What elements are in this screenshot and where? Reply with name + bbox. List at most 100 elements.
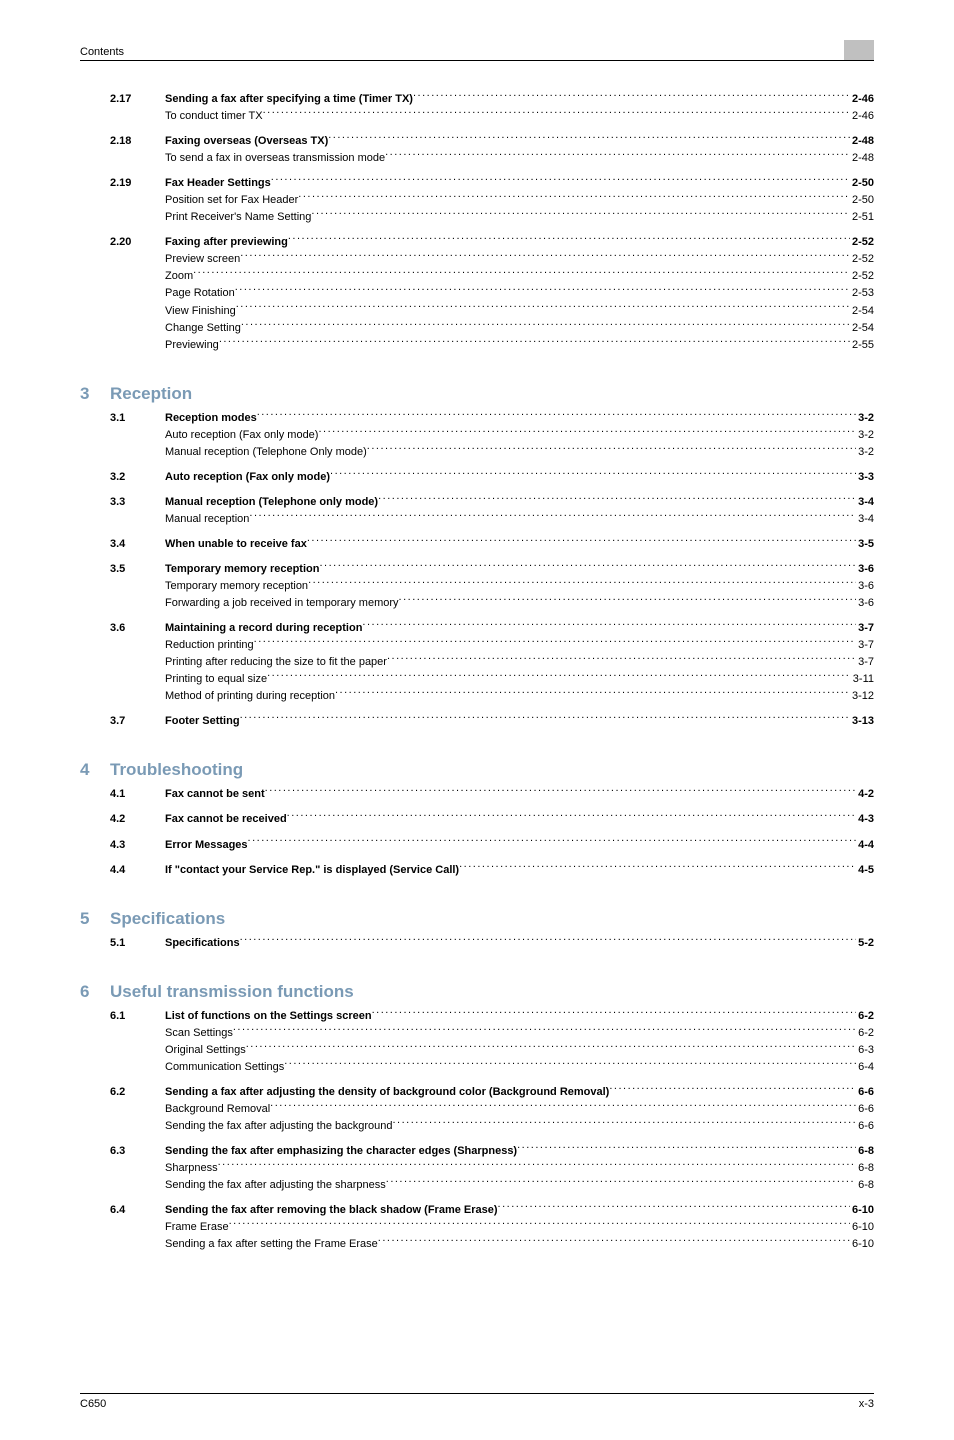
leader-dots [288, 234, 850, 245]
subsection-title: Position set for Fax Header [165, 192, 298, 209]
toc-section-row: 6.2Sending a fax after adjusting the den… [110, 1084, 874, 1101]
chapter-number: 6 [80, 982, 110, 1002]
subsection-page: 2-54 [850, 303, 874, 320]
section-title: Temporary memory reception [165, 561, 319, 578]
section-number: 5.1 [110, 935, 165, 952]
leader-dots [235, 285, 850, 296]
leader-dots [385, 150, 850, 161]
subsection-page: 6-4 [856, 1059, 874, 1076]
leader-dots [193, 268, 850, 279]
section-number: 6.2 [110, 1084, 165, 1101]
leader-dots [367, 444, 856, 455]
section-title: Faxing after previewing [165, 234, 288, 251]
toc-section-row: 4.2Fax cannot be received 4-3 [110, 811, 874, 828]
section-title: Auto reception (Fax only mode) [165, 469, 330, 486]
leader-dots [271, 175, 850, 186]
subsection-title: Sharpness [165, 1160, 218, 1177]
section-page: 3-3 [856, 469, 874, 486]
chapter-heading: 6Useful transmission functions [80, 982, 874, 1002]
toc-subsection-row: Printing after reducing the size to fit … [110, 654, 874, 671]
subsection-page: 2-50 [850, 192, 874, 209]
leader-dots [517, 1143, 856, 1154]
subsection-title: Auto reception (Fax only mode) [165, 427, 318, 444]
subsection-page: 3-6 [856, 595, 874, 612]
leader-dots [378, 1236, 850, 1247]
chapter-body: 3.1Reception modes 3-2Auto reception (Fa… [80, 410, 874, 731]
section-title: Footer Setting [165, 713, 240, 730]
toc-subsection-row: Manual reception (Telephone Only mode)3-… [110, 444, 874, 461]
subsection-page: 2-55 [850, 337, 874, 354]
section-page: 3-2 [856, 410, 874, 427]
section-title: Fax cannot be sent [165, 786, 265, 803]
toc-subsection-row: Previewing2-55 [110, 337, 874, 354]
section-number: 3.6 [110, 620, 165, 637]
leader-dots [287, 811, 856, 822]
toc-subsection-row: Forwarding a job received in temporary m… [110, 595, 874, 612]
toc-section-row: 3.1Reception modes 3-2 [110, 410, 874, 427]
leader-dots [311, 209, 850, 220]
subsection-title: Forwarding a job received in temporary m… [165, 595, 399, 612]
page-container: Contents 2.17Sending a fax after specify… [0, 0, 954, 1440]
subsection-title: Temporary memory reception [165, 578, 308, 595]
section-number: 3.4 [110, 536, 165, 553]
page-header: Contents [80, 40, 874, 61]
subsection-page: 2-51 [850, 209, 874, 226]
leader-dots [218, 1160, 857, 1171]
leader-dots [387, 654, 856, 665]
section-page: 6-8 [856, 1143, 874, 1160]
section-title: Specifications [165, 935, 240, 952]
leader-dots [308, 578, 856, 589]
toc-subsection-row: Preview screen2-52 [110, 251, 874, 268]
subsection-page: 6-3 [856, 1042, 874, 1059]
chapter-title: Troubleshooting [110, 760, 243, 780]
toc-section-row: 4.4If "contact your Service Rep." is dis… [110, 862, 874, 879]
subsection-title: Preview screen [165, 251, 240, 268]
leader-dots [609, 1084, 856, 1095]
toc-section-row: 6.4Sending the fax after removing the bl… [110, 1202, 874, 1219]
subsection-title: Printing after reducing the size to fit … [165, 654, 387, 671]
leader-dots [241, 320, 850, 331]
chapter-heading: 5Specifications [80, 909, 874, 929]
chapter-number: 5 [80, 909, 110, 929]
section-title: Reception modes [165, 410, 257, 427]
toc-subsection-row: Original Settings6-3 [110, 1042, 874, 1059]
section-page: 3-5 [856, 536, 874, 553]
leader-dots [246, 1042, 856, 1053]
subsection-title: Sending the fax after adjusting the back… [165, 1118, 393, 1135]
leader-dots [319, 561, 856, 572]
leader-dots [378, 494, 856, 505]
toc-subsection-row: Page Rotation2-53 [110, 285, 874, 302]
section-number: 2.18 [110, 133, 165, 150]
toc-subsection-row: Zoom2-52 [110, 268, 874, 285]
subsection-title: Frame Erase [165, 1219, 229, 1236]
subsection-title: To conduct timer TX [165, 108, 263, 125]
subsection-title: Manual reception [165, 511, 249, 528]
section-page: 2-48 [850, 133, 874, 150]
subsection-page: 6-8 [856, 1160, 874, 1177]
toc-subsection-row: To send a fax in overseas transmission m… [110, 150, 874, 167]
chapter-number: 4 [80, 760, 110, 780]
leader-dots [335, 688, 850, 699]
toc-subsection-row: Reduction printing3-7 [110, 637, 874, 654]
toc-subsection-row: Scan Settings6-2 [110, 1025, 874, 1042]
toc-subsection-row: Method of printing during reception3-12 [110, 688, 874, 705]
section-title: Maintaining a record during reception [165, 620, 362, 637]
leader-dots [236, 303, 850, 314]
subsection-title: Reduction printing [165, 637, 254, 654]
section-title: Fax cannot be received [165, 811, 287, 828]
section-number: 3.7 [110, 713, 165, 730]
toc-section-row: 2.17Sending a fax after specifying a tim… [110, 91, 874, 108]
header-accent-block [844, 40, 874, 60]
section-title: Sending a fax after adjusting the densit… [165, 1084, 609, 1101]
chapter-title: Reception [110, 384, 192, 404]
toc-subsection-row: Background Removal6-6 [110, 1101, 874, 1118]
toc-section-row: 2.19Fax Header Settings 2-50 [110, 175, 874, 192]
leader-dots [413, 91, 850, 102]
section-title: When unable to receive fax [165, 536, 307, 553]
leader-dots [399, 595, 857, 606]
toc-subsection-row: Manual reception3-4 [110, 511, 874, 528]
leader-dots [267, 671, 851, 682]
section-page: 4-5 [856, 862, 874, 879]
section-number: 6.4 [110, 1202, 165, 1219]
section-page: 3-4 [856, 494, 874, 511]
